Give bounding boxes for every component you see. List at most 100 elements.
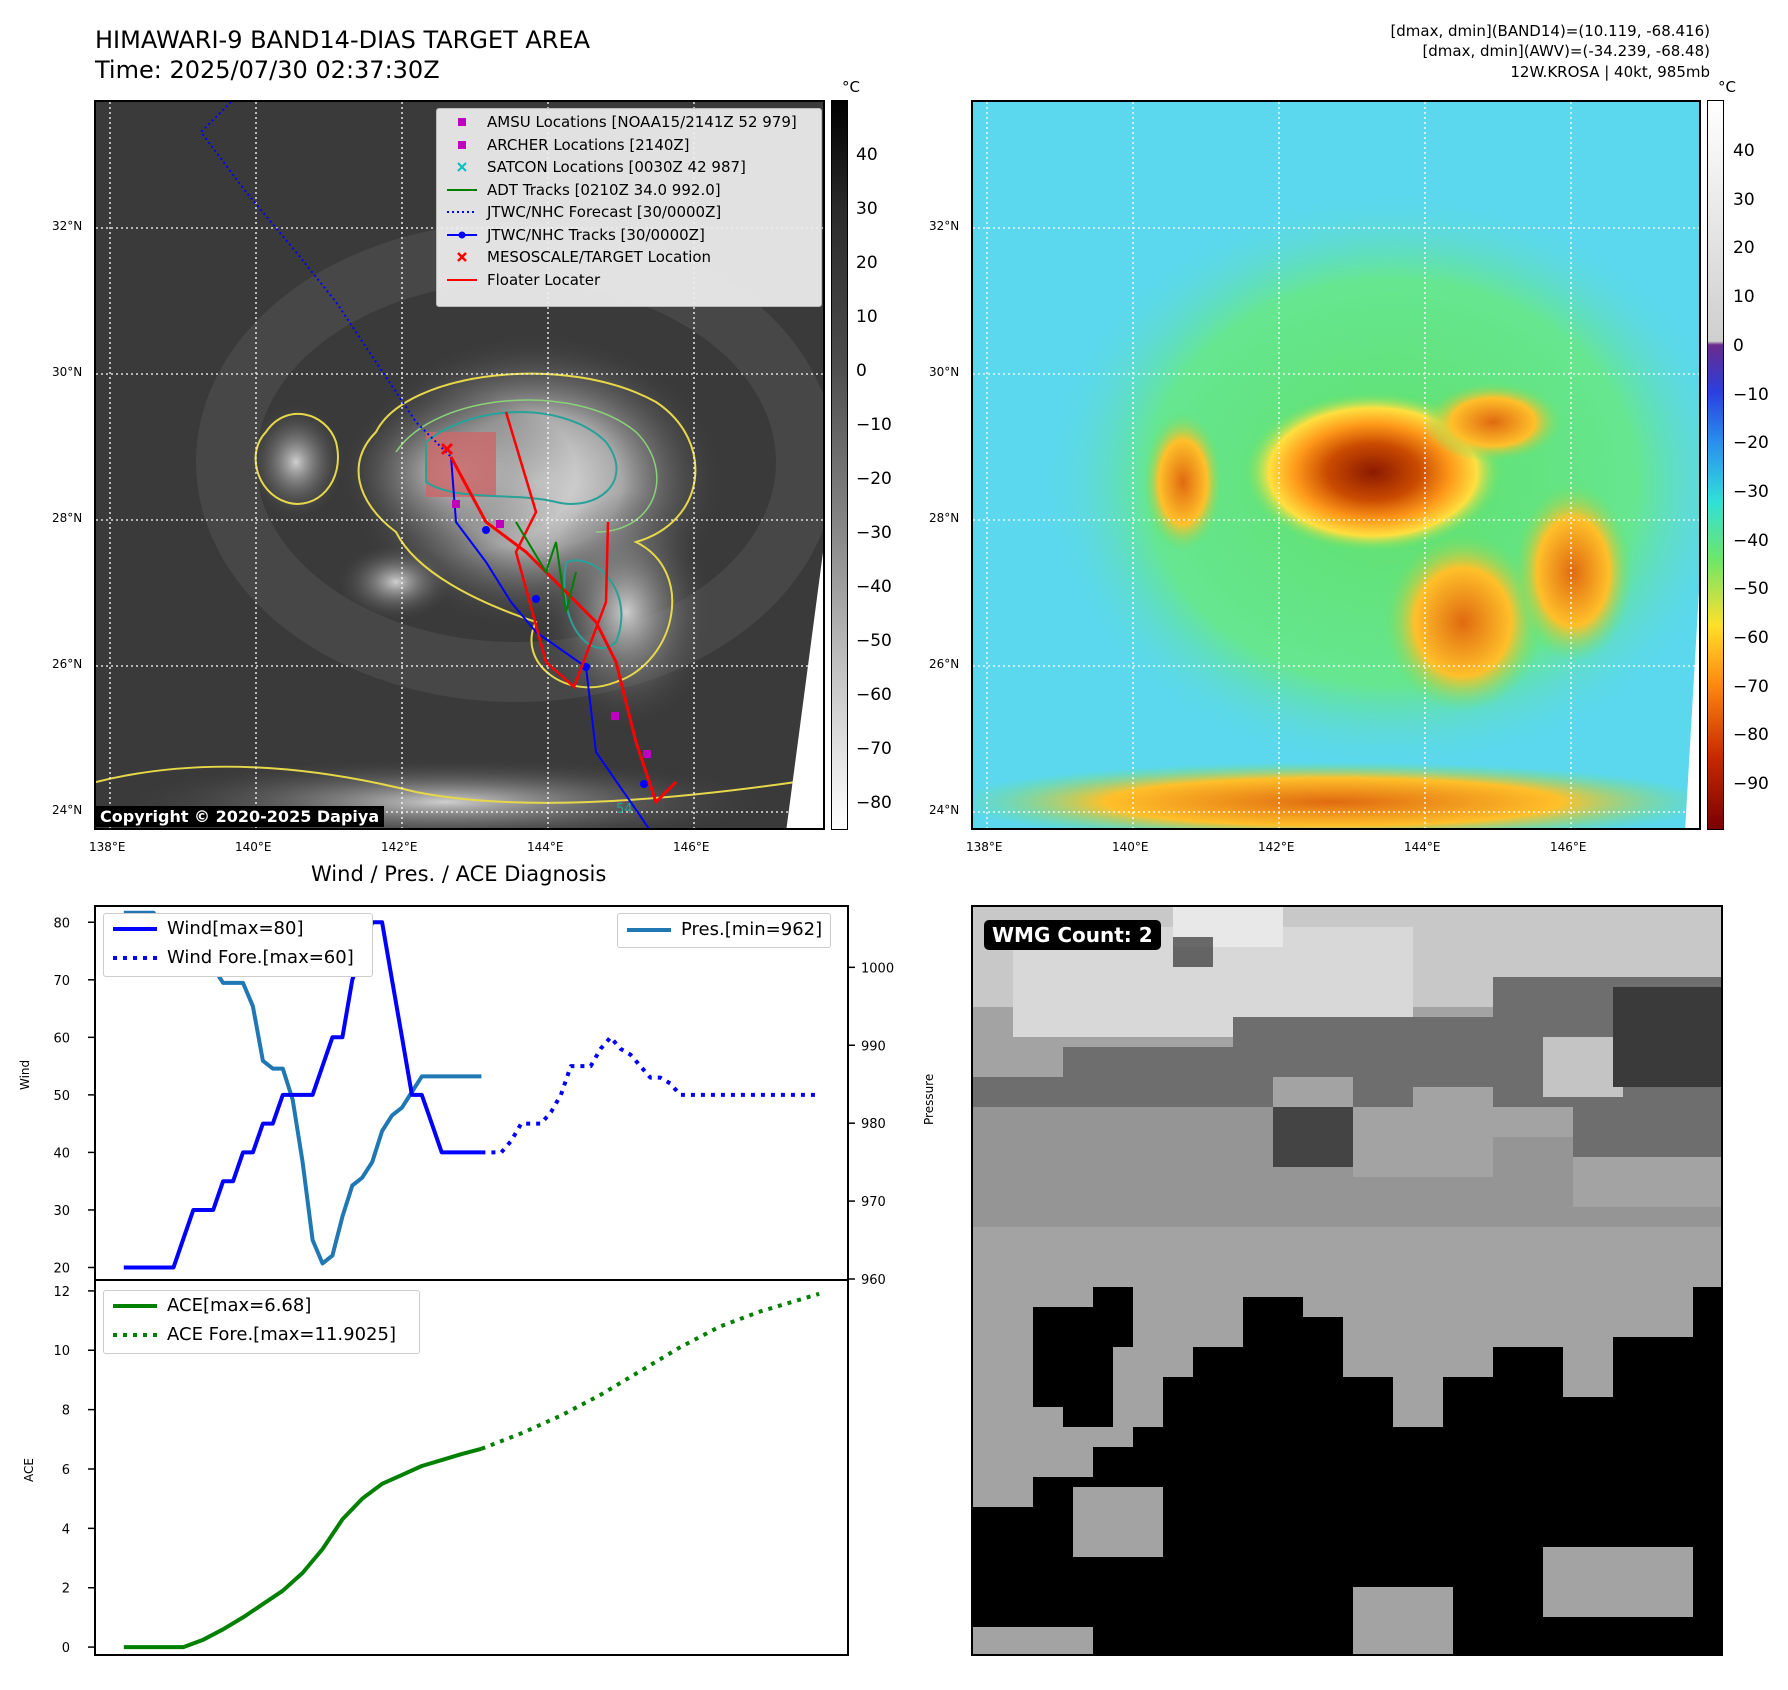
band14-range: [dmax, dmin](BAND14)=(10.119, -68.416) [1390,22,1710,40]
colorbar-tick-label: 10 [1733,287,1755,308]
lon-label-142e: 142°E [381,840,418,854]
y-tick-label: 12 [53,1285,70,1300]
colorbar-tick-label: −10 [856,415,892,435]
lon-label-138e-right: 138°E [966,840,1003,854]
y-tick-label: 1000 [861,961,894,976]
y-tick-label: 4 [62,1522,70,1537]
lat-label-28n-right: 28°N [929,511,960,525]
pressure-legend: Pres.[min=962] [617,913,831,948]
y-tick-label: 970 [861,1195,886,1210]
y-tick-label: 6 [62,1463,70,1478]
y-tick-label: 980 [861,1117,886,1132]
wmg-image [973,907,1721,1654]
left-colorbar [831,100,848,830]
colorbar-tick-label: −80 [856,793,892,813]
copyright-badge: Copyright © 2020-2025 Dapiya [95,806,385,827]
lon-label-146e: 146°E [673,840,710,854]
colorbar-tick-label: 0 [856,361,867,381]
legend-item-adt: ADT Tracks [0210Z 34.0 992.0] [437,179,821,202]
ace-panel [94,1279,849,1656]
lat-label-32n: 32°N [52,219,83,233]
lat-label-24n: 24°N [52,803,83,817]
wmg-panel [971,905,1723,1656]
awv-range: [dmax, dmin](AWV)=(-34.239, -68.48) [1422,42,1710,60]
lat-label-26n-right: 26°N [929,657,960,671]
y-tick-label: 80 [53,916,70,931]
colorbar-tick-label: −50 [1733,579,1769,600]
lon-label-144e: 144°E [527,840,564,854]
colorbar-tick-label: 30 [856,199,878,219]
colorbar-tick-label: 20 [856,253,878,273]
legend-dotted-line-icon [113,956,157,960]
colorbar-tick-label: −20 [1733,433,1769,454]
y-tick-label: 0 [62,1641,70,1656]
y-tick-label: 990 [861,1039,886,1054]
legend-dotted-line-icon [447,211,477,213]
legend-dotted-line-icon [113,1333,157,1337]
figure-title: HIMAWARI-9 BAND14-DIAS TARGET AREA [95,26,591,54]
ir-map-panel: AMSU Locations [NOAA15/2141Z 52 979] ARC… [94,100,825,830]
colorbar-tick-label: −70 [1733,676,1769,697]
lat-label-28n: 28°N [52,511,83,525]
lon-label-144e-right: 144°E [1404,840,1441,854]
lon-label-140e: 140°E [235,840,272,854]
y-tick-label: 30 [53,1204,70,1219]
storm-info: 12W.KROSA | 40kt, 985mb [1510,63,1710,81]
y-tick-label: 10 [53,1344,70,1359]
legend-square-icon [458,118,466,126]
pressure-axis-label: Pressure [922,1073,936,1125]
legend-x-icon [457,252,467,262]
legend-item-archer: ARCHER Locations [2140Z] [437,134,821,157]
y-tick-label: 60 [53,1031,70,1046]
colorbar-tick-label: 0 [1733,335,1744,356]
colorbar-tick-label: −60 [856,685,892,705]
colorbar-tick-label: 30 [1733,189,1755,210]
legend-item-floater: Floater Locater [437,269,821,292]
colorbar-tick-label: −60 [1733,628,1769,648]
lat-label-30n-right: 30°N [929,365,960,379]
figure-time: Time: 2025/07/30 02:37:30Z [95,56,440,84]
colorbar-tick-label: −80 [1733,725,1769,746]
ace-forecast-legend-item: ACE Fore.[max=11.9025] [104,1320,419,1349]
wind-legend-item: Wind[max=80] [104,914,372,943]
lat-label-32n-right: 32°N [929,219,960,233]
y-tick-label: 20 [53,1261,70,1276]
wind-axis-label: Wind [18,1059,32,1090]
y-tick-label: 8 [62,1404,70,1419]
legend-item-satcon: SATCON Locations [0030Z 42 987] [437,156,821,179]
legend-line-dot-icon [447,231,477,238]
legend-solid-line-icon [113,1304,157,1308]
legend-line-icon [447,188,477,191]
colorbar-tick-label: −70 [856,739,892,759]
awv-map-image [973,102,1699,828]
map-legend: AMSU Locations [NOAA15/2141Z 52 979] ARC… [436,108,822,307]
right-colorbar [1707,100,1724,830]
lat-label-26n: 26°N [52,657,83,671]
contour-label: 54 [616,802,633,817]
ace-legend-item: ACE[max=6.68] [104,1291,419,1320]
colorbar-tick-label: −40 [856,577,892,597]
colorbar-tick-label: 40 [856,145,878,165]
pressure-legend-item: Pres.[min=962] [618,914,830,945]
right-cbar-unit: °C [1718,78,1736,96]
y-tick-label: 2 [62,1582,70,1597]
legend-item-forecast: JTWC/NHC Forecast [30/0000Z] [437,201,821,224]
lon-label-142e-right: 142°E [1258,840,1295,854]
y-tick-label: 40 [53,1146,70,1161]
legend-solid-line-icon [113,927,157,931]
colorbar-tick-label: −40 [1733,530,1769,551]
lat-label-30n: 30°N [52,365,83,379]
colorbar-tick-label: 40 [1733,141,1755,161]
lat-label-24n-right: 24°N [929,803,960,817]
legend-item-amsu: AMSU Locations [NOAA15/2141Z 52 979] [437,111,821,134]
awv-map-panel [971,100,1701,830]
y-tick-label: 50 [53,1089,70,1104]
colorbar-tick-label: −90 [1733,774,1769,795]
lon-label-146e-right: 146°E [1550,840,1587,854]
colorbar-tick-label: −30 [856,523,892,543]
legend-solid-line-icon [627,928,671,932]
ace-legend: ACE[max=6.68] ACE Fore.[max=11.9025] [103,1290,420,1354]
lon-label-138e: 138°E [89,840,126,854]
diagnosis-title: Wind / Pres. / ACE Diagnosis [311,862,607,886]
legend-line-icon [447,278,477,281]
